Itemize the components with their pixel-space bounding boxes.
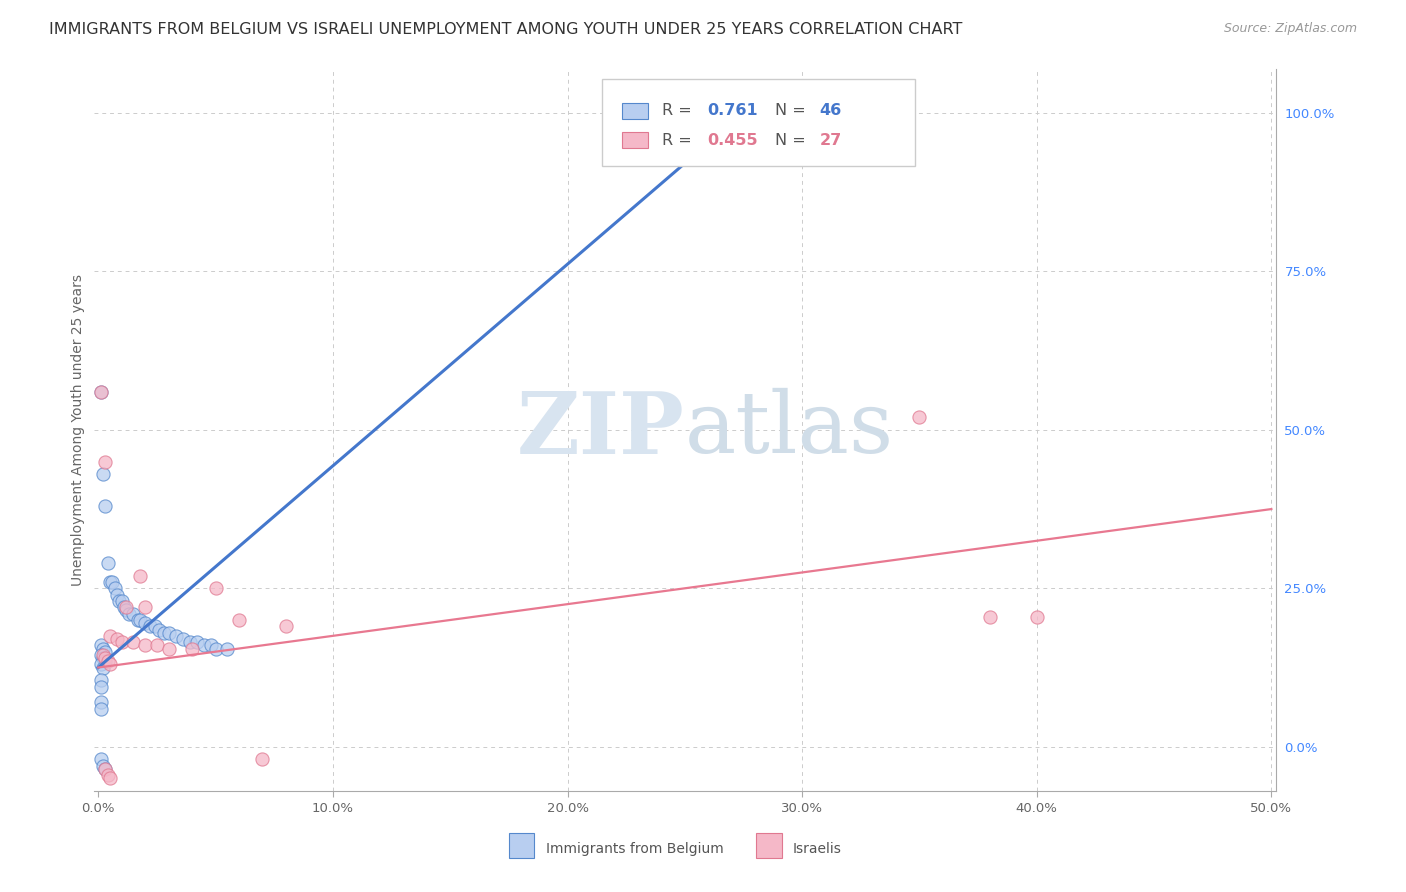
- Y-axis label: Unemployment Among Youth under 25 years: Unemployment Among Youth under 25 years: [72, 274, 86, 586]
- Point: [115, 600, 138, 615]
- Point: [91, 651, 114, 665]
- Point: [90, 657, 112, 672]
- Text: 46: 46: [820, 103, 842, 119]
- Point: [90, 695, 112, 709]
- Point: [90, 384, 112, 399]
- Point: [157, 625, 180, 640]
- Point: [143, 619, 166, 633]
- Point: [186, 635, 208, 649]
- Point: [217, 641, 239, 656]
- Point: [153, 625, 176, 640]
- Point: [134, 616, 156, 631]
- Point: [122, 607, 145, 621]
- Point: [97, 556, 120, 570]
- Text: atlas: atlas: [685, 388, 894, 471]
- Point: [139, 619, 162, 633]
- Point: [204, 582, 226, 596]
- Point: [165, 629, 187, 643]
- Point: [91, 660, 114, 674]
- Point: [720, 121, 742, 136]
- Point: [90, 384, 112, 399]
- Point: [91, 648, 114, 662]
- Point: [105, 632, 128, 646]
- Text: N =: N =: [775, 103, 810, 119]
- Point: [193, 638, 215, 652]
- Point: [98, 574, 121, 589]
- Point: [122, 635, 145, 649]
- Point: [94, 762, 117, 776]
- Point: [108, 594, 131, 608]
- Point: [172, 632, 194, 646]
- Point: [111, 635, 134, 649]
- Text: 27: 27: [820, 133, 842, 148]
- Point: [90, 673, 112, 688]
- Point: [91, 641, 114, 656]
- Point: [115, 603, 138, 617]
- Text: R =: R =: [662, 133, 697, 148]
- Point: [157, 641, 180, 656]
- Point: [979, 610, 1001, 624]
- Point: [94, 654, 117, 668]
- Text: N =: N =: [775, 133, 810, 148]
- Point: [90, 702, 112, 716]
- FancyBboxPatch shape: [621, 132, 648, 148]
- Text: ZIP: ZIP: [517, 388, 685, 472]
- Point: [90, 638, 112, 652]
- FancyBboxPatch shape: [602, 79, 915, 166]
- Point: [91, 759, 114, 773]
- Text: Source: ZipAtlas.com: Source: ZipAtlas.com: [1223, 22, 1357, 36]
- Point: [1025, 610, 1047, 624]
- Point: [111, 594, 134, 608]
- Point: [98, 772, 121, 786]
- Point: [200, 638, 222, 652]
- Point: [90, 648, 112, 662]
- Text: Israelis: Israelis: [793, 842, 842, 856]
- Point: [94, 499, 117, 513]
- Point: [181, 641, 204, 656]
- Point: [134, 638, 156, 652]
- Point: [204, 641, 226, 656]
- Point: [252, 752, 274, 766]
- Point: [90, 680, 112, 694]
- Text: IMMIGRANTS FROM BELGIUM VS ISRAELI UNEMPLOYMENT AMONG YOUTH UNDER 25 YEARS CORRE: IMMIGRANTS FROM BELGIUM VS ISRAELI UNEMP…: [49, 22, 963, 37]
- Point: [129, 613, 152, 627]
- Point: [94, 762, 117, 776]
- Point: [94, 651, 117, 665]
- Text: 0.455: 0.455: [707, 133, 758, 148]
- Point: [908, 410, 931, 425]
- Point: [105, 588, 128, 602]
- Text: Immigrants from Belgium: Immigrants from Belgium: [546, 842, 723, 856]
- Text: 0.761: 0.761: [707, 103, 758, 119]
- Point: [148, 623, 170, 637]
- Point: [134, 600, 156, 615]
- Text: R =: R =: [662, 103, 697, 119]
- Point: [97, 768, 120, 782]
- Point: [129, 568, 152, 582]
- Point: [179, 635, 201, 649]
- Point: [127, 613, 149, 627]
- Point: [274, 619, 297, 633]
- Point: [104, 582, 127, 596]
- Point: [90, 752, 112, 766]
- Point: [146, 638, 169, 652]
- Point: [101, 574, 124, 589]
- Point: [118, 607, 141, 621]
- Point: [112, 600, 135, 615]
- Point: [91, 467, 114, 482]
- Point: [97, 654, 120, 668]
- Point: [98, 657, 121, 672]
- Point: [94, 454, 117, 468]
- Point: [98, 629, 121, 643]
- Point: [228, 613, 250, 627]
- FancyBboxPatch shape: [621, 103, 648, 119]
- Point: [94, 645, 117, 659]
